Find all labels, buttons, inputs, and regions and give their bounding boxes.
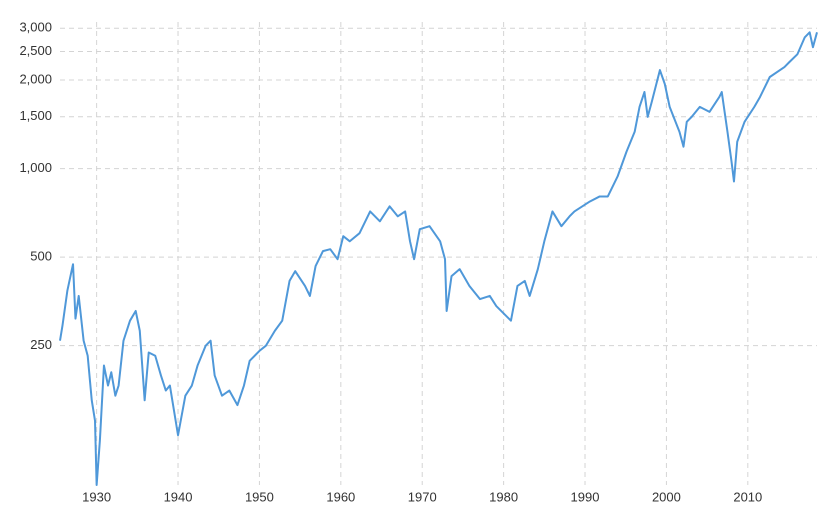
x-tick-label: 1950 [245,489,274,504]
y-tick-label: 1,000 [19,160,52,175]
y-tick-label: 3,000 [19,20,52,35]
x-tick-label: 1980 [489,489,518,504]
y-tick-label: 1,500 [19,108,52,123]
y-tick-label: 2,500 [19,43,52,58]
x-tick-label: 1960 [326,489,355,504]
x-tick-label: 1990 [571,489,600,504]
y-tick-label: 250 [30,337,52,352]
x-tick-label: 1940 [164,489,193,504]
x-tick-label: 2000 [652,489,681,504]
y-tick-label: 500 [30,249,52,264]
x-tick-label: 2010 [733,489,762,504]
data-line [59,31,818,486]
x-tick-label: 1930 [82,489,111,504]
y-tick-label: 2,000 [19,71,52,86]
x-tick-label: 1970 [408,489,437,504]
